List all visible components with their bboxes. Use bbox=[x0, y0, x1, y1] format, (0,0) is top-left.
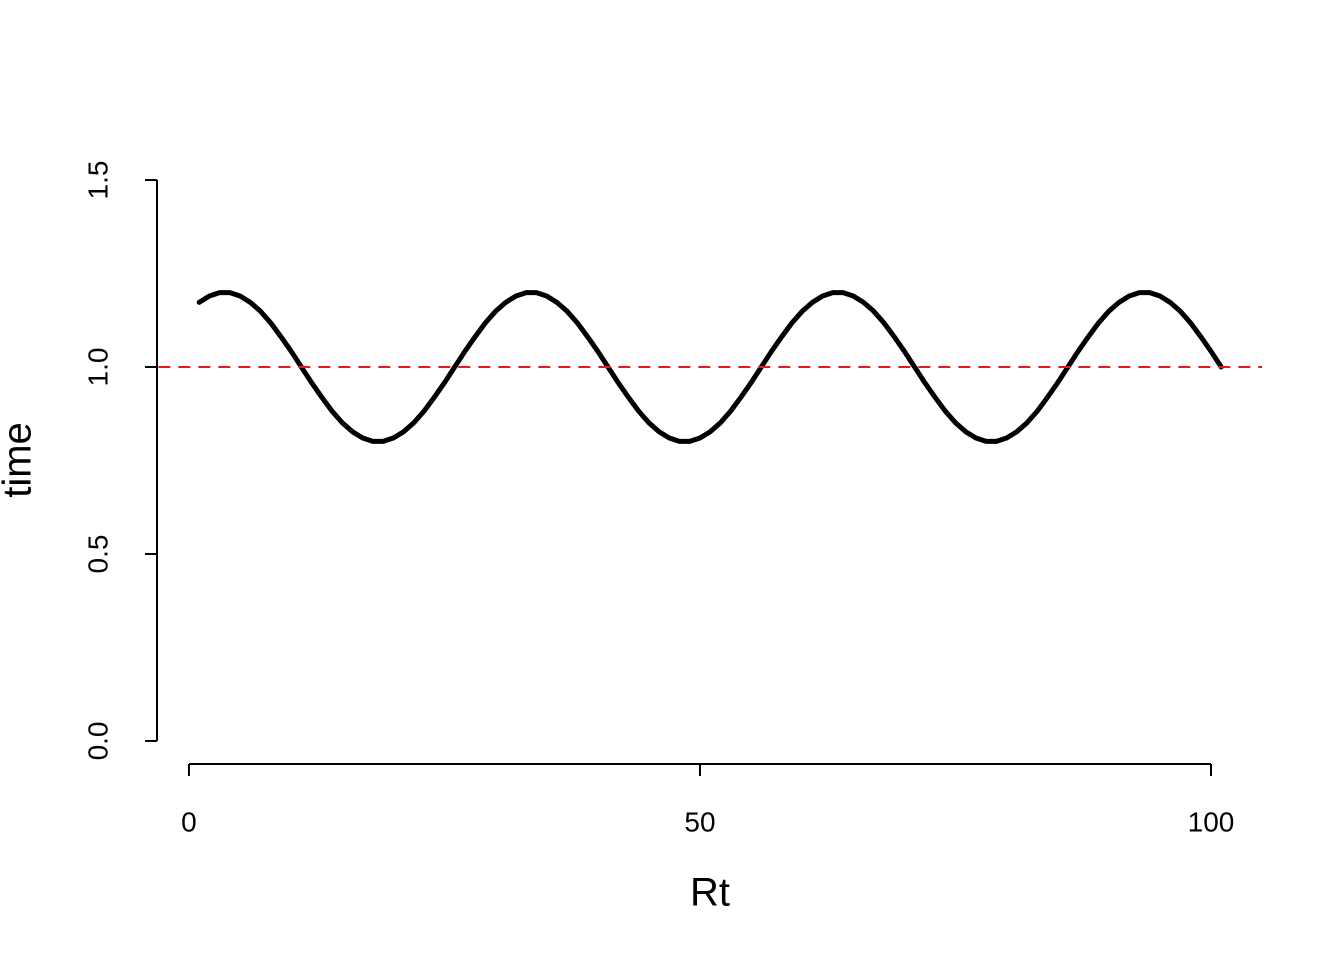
y-axis-title: time bbox=[0, 422, 40, 498]
y-tick-label: 0.5 bbox=[82, 535, 113, 574]
x-tick-label: 0 bbox=[181, 806, 197, 837]
x-tick-label: 100 bbox=[1188, 806, 1235, 837]
x-axis-title: Rt bbox=[690, 871, 730, 915]
x-tick-label: 50 bbox=[684, 806, 715, 837]
y-tick-label: 1.5 bbox=[82, 161, 113, 200]
y-tick-label: 1.0 bbox=[82, 348, 113, 387]
data-line bbox=[196, 290, 1224, 444]
y-tick-label: 0.0 bbox=[82, 721, 113, 760]
